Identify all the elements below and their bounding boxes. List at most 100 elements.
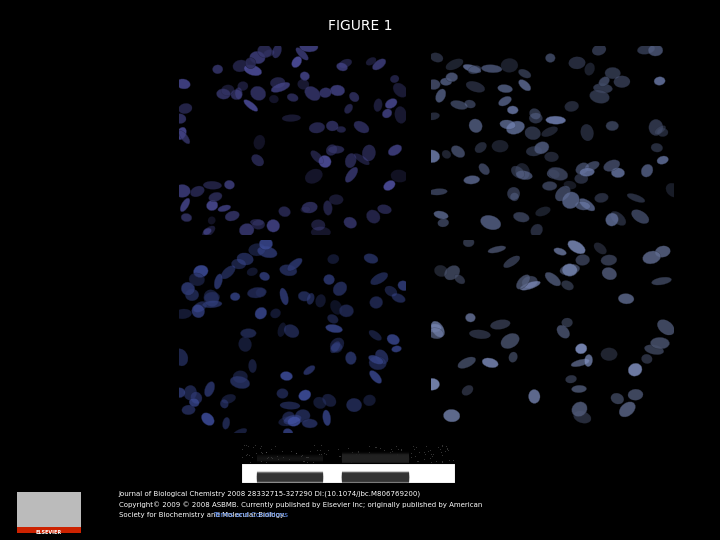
Ellipse shape [548,167,568,180]
Ellipse shape [191,186,204,197]
Ellipse shape [451,146,465,158]
Text: D: D [428,227,437,238]
Ellipse shape [220,400,228,408]
Ellipse shape [601,255,617,266]
Ellipse shape [595,193,608,202]
Ellipse shape [568,240,585,254]
Text: E: E [176,435,184,445]
Ellipse shape [252,220,265,229]
Ellipse shape [203,181,222,190]
Ellipse shape [564,181,576,189]
Ellipse shape [657,128,668,137]
Ellipse shape [627,193,645,202]
Ellipse shape [292,57,302,68]
Ellipse shape [267,219,279,232]
Ellipse shape [204,290,219,307]
Ellipse shape [431,53,443,62]
Ellipse shape [464,100,475,108]
Ellipse shape [346,352,356,365]
Ellipse shape [311,151,323,164]
Ellipse shape [592,44,606,56]
Ellipse shape [204,292,220,303]
Ellipse shape [288,416,300,426]
Ellipse shape [247,268,258,276]
Ellipse shape [256,288,266,297]
Ellipse shape [436,89,446,103]
Text: ELSEVIER: ELSEVIER [36,530,62,535]
Ellipse shape [176,79,190,89]
Ellipse shape [585,354,593,367]
Ellipse shape [238,337,251,352]
Ellipse shape [235,87,243,99]
Ellipse shape [259,238,273,250]
Ellipse shape [260,272,269,281]
Ellipse shape [311,227,330,238]
Ellipse shape [529,109,541,119]
Ellipse shape [280,372,292,381]
Ellipse shape [331,343,342,353]
Ellipse shape [468,65,481,74]
Ellipse shape [221,266,235,279]
Ellipse shape [652,277,672,285]
Ellipse shape [239,224,254,237]
Ellipse shape [231,90,242,100]
Ellipse shape [326,121,338,131]
Ellipse shape [642,164,653,177]
Ellipse shape [513,212,529,222]
Ellipse shape [207,200,218,211]
Ellipse shape [319,156,331,167]
Ellipse shape [287,258,302,271]
Ellipse shape [611,168,624,178]
Ellipse shape [428,328,444,339]
Ellipse shape [488,246,505,253]
Ellipse shape [248,244,266,256]
Ellipse shape [253,135,265,150]
Ellipse shape [600,348,617,361]
Ellipse shape [555,186,570,201]
Ellipse shape [650,338,670,349]
Ellipse shape [336,63,348,71]
Ellipse shape [385,286,397,296]
Ellipse shape [280,402,300,409]
Ellipse shape [297,79,309,90]
Ellipse shape [387,334,400,345]
Ellipse shape [279,416,297,426]
Ellipse shape [560,264,580,275]
Ellipse shape [366,210,380,224]
Ellipse shape [330,85,345,96]
Ellipse shape [546,116,566,124]
Ellipse shape [276,389,288,399]
Ellipse shape [516,171,532,180]
Ellipse shape [191,392,202,403]
Ellipse shape [525,126,541,140]
Ellipse shape [427,79,440,90]
Ellipse shape [593,84,613,93]
Ellipse shape [392,346,402,352]
Ellipse shape [346,399,361,412]
Ellipse shape [446,72,458,82]
Ellipse shape [446,59,463,70]
Text: pcDNA3.1: pcDNA3.1 [294,435,330,472]
Ellipse shape [466,82,485,92]
Ellipse shape [325,325,343,333]
Ellipse shape [302,202,318,213]
Ellipse shape [247,287,266,298]
Ellipse shape [492,140,508,152]
Ellipse shape [264,50,274,57]
Ellipse shape [222,394,235,403]
Text: Copyright© 2009 © 2008 ASBMB. Currently published by Elsevier Inc; originally pu: Copyright© 2009 © 2008 ASBMB. Currently … [119,501,482,508]
Ellipse shape [465,313,475,322]
Ellipse shape [528,389,540,403]
Ellipse shape [279,265,297,276]
Ellipse shape [225,211,239,221]
Ellipse shape [562,264,577,276]
Ellipse shape [298,291,310,301]
Text: pcDNA3.1: pcDNA3.1 [436,318,445,355]
Ellipse shape [258,246,277,258]
Ellipse shape [278,323,286,337]
Ellipse shape [475,142,487,153]
Ellipse shape [438,219,449,227]
Ellipse shape [372,59,386,70]
Ellipse shape [181,213,192,222]
Ellipse shape [547,170,559,179]
